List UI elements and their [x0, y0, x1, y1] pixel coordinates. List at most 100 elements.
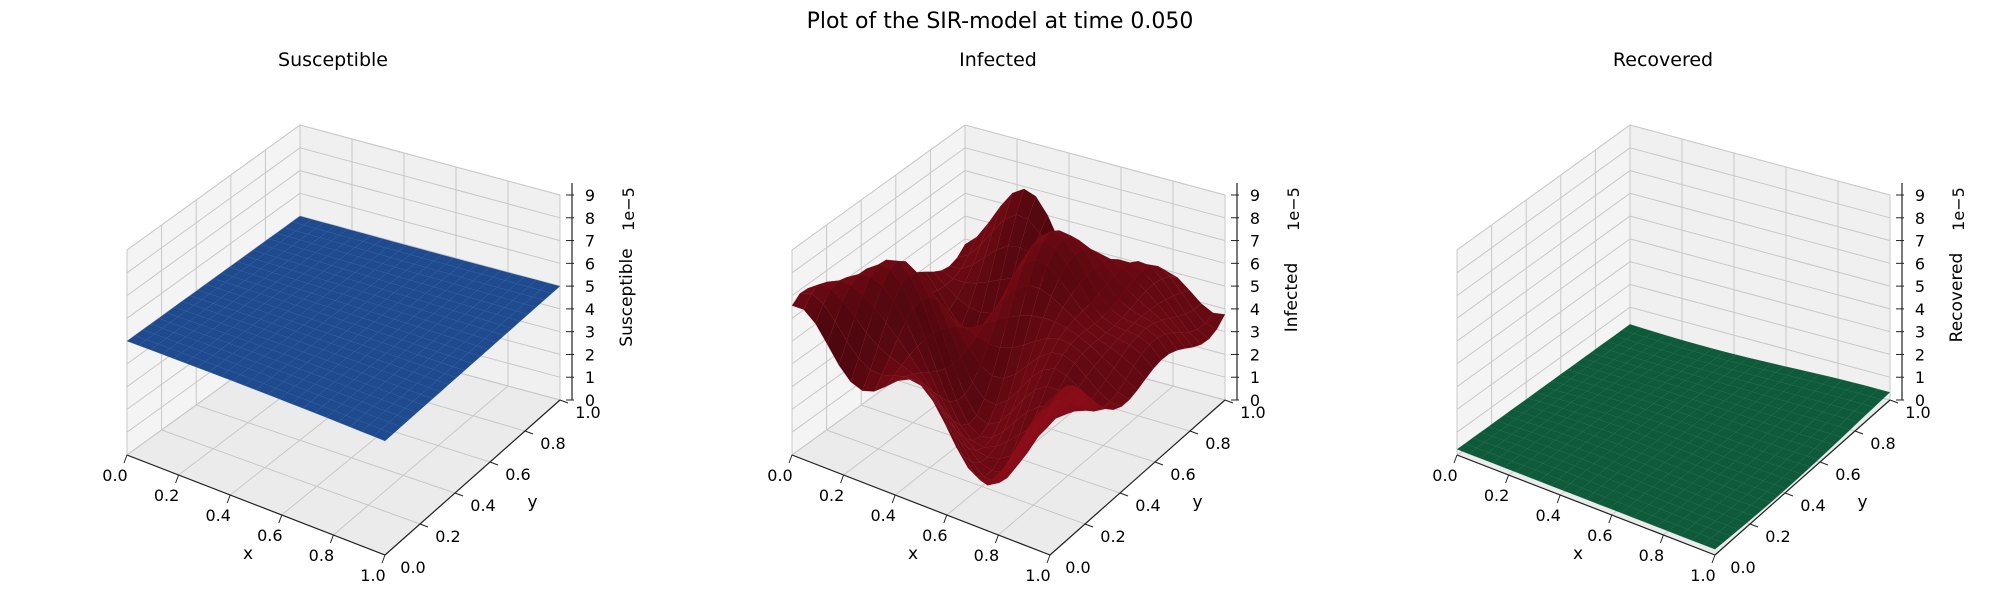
surface-cell — [500, 317, 521, 329]
y-tick-label: 0.4 — [1800, 496, 1825, 515]
surface-cell — [452, 359, 473, 371]
x-tick-mark — [1556, 494, 1561, 504]
x-tick-label: 0.4 — [205, 506, 230, 525]
grid-line-z — [1456, 283, 1891, 410]
panel-recovered: Recovered 0.0 0.2 0.4 0.6 0.8 1.0 x 0.0 0.2 0.4 0.6… — [1432, 49, 1968, 585]
z-multiplier-label: 1e−5 — [1284, 187, 1303, 231]
grid-line-z — [1456, 306, 1891, 433]
figure-suptitle: Plot of the SIR-model at time 0.050 — [807, 9, 1194, 34]
y-tick-mark — [1749, 523, 1759, 528]
z-tick-label: 9 — [1250, 186, 1260, 205]
x-tick-mark — [1453, 454, 1458, 464]
y-tick-mark — [1889, 399, 1899, 404]
surface-cell — [531, 289, 553, 301]
y-tick-label: 0.0 — [400, 558, 425, 577]
panel-infected: Infected 0.0 0.2 0.4 0.6 0.8 1.0 x 0.0 0.2 0.4 0.6 0… — [767, 49, 1303, 585]
y-tick-mark — [524, 430, 534, 435]
y-tick-label: 0.8 — [1870, 434, 1895, 453]
surface-cell — [1165, 332, 1186, 351]
z-tick-label: 1 — [585, 368, 595, 387]
surface-susceptible — [126, 215, 561, 442]
surface-cell — [1149, 337, 1170, 361]
x-tick-label: 1.0 — [1690, 566, 1715, 585]
z-tick-label: 7 — [1915, 232, 1925, 251]
x-tick-label: 0.6 — [922, 526, 947, 545]
z-tick-label: 9 — [1915, 186, 1925, 205]
surface-cell — [1204, 312, 1226, 330]
grid-line-z — [791, 170, 1226, 297]
grid-line-z — [126, 124, 561, 251]
x-axis-line — [126, 454, 386, 556]
x-tick-label: 0.0 — [767, 466, 792, 485]
x-tick-mark — [1608, 514, 1613, 524]
z-tick-label: 6 — [1915, 254, 1925, 273]
surface-cell — [1702, 538, 1724, 550]
x-tick-label: 0.2 — [819, 486, 844, 505]
y-tick-label: 0.6 — [1170, 465, 1195, 484]
y-tick-mark — [1189, 430, 1199, 435]
x-tick-label: 0.0 — [1432, 466, 1457, 485]
y-tick-label: 0.4 — [1135, 496, 1160, 515]
y-tick-label: 1.0 — [575, 403, 600, 422]
z-tick-label: 3 — [585, 323, 595, 342]
x-axis-label: x — [243, 544, 253, 564]
y-axis-label: y — [1192, 493, 1202, 513]
x-tick-mark — [1046, 554, 1051, 564]
z-tick-label: 8 — [1915, 209, 1925, 228]
x-tick-mark — [943, 514, 948, 524]
surface-cell — [1798, 455, 1819, 468]
x-tick-mark — [1505, 474, 1510, 484]
z-tick-label: 5 — [585, 277, 595, 296]
x-tick-mark — [175, 474, 180, 484]
y-tick-label: 0.6 — [1835, 465, 1860, 484]
grid-line-z — [1456, 215, 1891, 342]
z-tick-label: 8 — [585, 209, 595, 228]
grid-line-z — [1456, 192, 1891, 319]
z-tick-label: 6 — [1250, 254, 1260, 273]
x-tick-label: 0.8 — [1639, 546, 1664, 565]
z-tick-label: 3 — [1915, 323, 1925, 342]
grid-line-z — [791, 147, 1226, 274]
x-tick-label: 0.2 — [1484, 486, 1509, 505]
panel-title: Susceptible — [278, 49, 388, 71]
z-tick-label: 0 — [1915, 391, 1925, 410]
surface-cell — [428, 380, 449, 392]
y-tick-mark — [1819, 461, 1829, 466]
z-tick-label: 2 — [1250, 345, 1260, 364]
y-tick-label: 0.2 — [1765, 527, 1790, 546]
grid-line-z — [1456, 147, 1891, 274]
x-tick-mark — [788, 454, 793, 464]
x-tick-label: 0.6 — [1587, 526, 1612, 545]
surface-recovered — [1456, 324, 1891, 550]
x-tick-label: 0.8 — [974, 546, 999, 565]
x-axis-label: x — [1573, 544, 1583, 564]
x-tick-label: 0.0 — [102, 466, 127, 485]
surface-cell — [1750, 498, 1772, 510]
surface-cell — [476, 338, 497, 350]
surface-cell — [1061, 385, 1083, 403]
x-tick-label: 0.6 — [257, 526, 282, 545]
surface-cell — [484, 331, 505, 343]
y-axis-line — [1714, 399, 1891, 556]
y-tick-label: 0.6 — [505, 465, 530, 484]
z-tick-label: 1 — [1915, 368, 1925, 387]
x-tick-mark — [891, 494, 896, 504]
x-tick-label: 1.0 — [360, 566, 385, 585]
surface-cell — [1141, 344, 1162, 370]
y-axis-label: y — [527, 493, 537, 513]
x-tick-mark — [329, 534, 334, 544]
z-tick-label: 3 — [1250, 323, 1260, 342]
grid-line-z — [126, 170, 561, 297]
y-tick-mark — [1084, 523, 1094, 528]
surface-cell — [1822, 433, 1843, 445]
y-tick-label: 1.0 — [1240, 403, 1265, 422]
surface-cell — [1157, 333, 1178, 355]
z-tick-label: 0 — [1250, 391, 1260, 410]
surface-cell — [1726, 518, 1748, 530]
grid-line-z — [791, 124, 1226, 251]
surface-cell — [1710, 531, 1732, 543]
z-tick-label: 1 — [1250, 368, 1260, 387]
x-tick-mark — [1711, 554, 1716, 564]
x-tick-label: 0.4 — [1535, 506, 1560, 525]
x-tick-label: 0.8 — [309, 546, 334, 565]
